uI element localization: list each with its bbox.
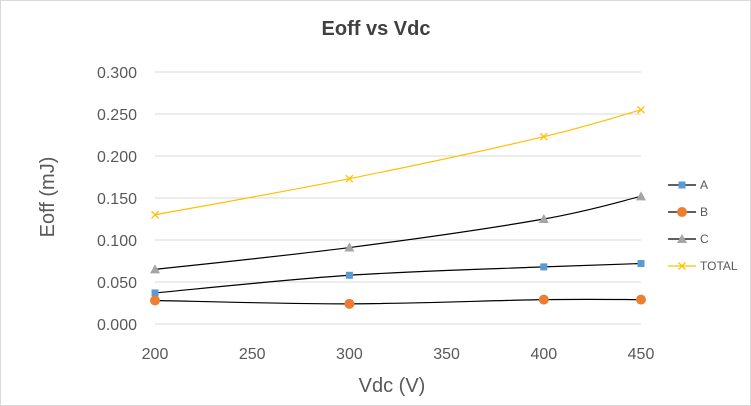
legend-item: TOTAL: [668, 259, 738, 273]
data-point: [539, 132, 548, 141]
y-tick-label: 0.000: [97, 317, 137, 334]
grid-lines: [155, 71, 641, 325]
y-tick-label: 0.300: [97, 65, 137, 82]
data-point: [150, 264, 160, 274]
legend-item: C: [668, 232, 709, 246]
x-tick-label: 400: [530, 346, 557, 363]
legend-label: C: [700, 232, 709, 246]
series-group: [150, 105, 646, 309]
y-tick-label: 0.150: [97, 191, 137, 208]
chart-title: Eoff vs Vdc: [322, 18, 431, 40]
x-tick-label: 450: [628, 346, 655, 363]
x-tick-label: 200: [142, 346, 169, 363]
legend: ABC TOTAL: [668, 178, 738, 273]
legend-marker: [678, 262, 686, 270]
legend-marker: [677, 207, 687, 217]
y-axis-label: Eoff (mJ): [37, 157, 59, 238]
series-line: [154, 195, 642, 270]
data-point: [538, 294, 549, 305]
legend-marker: [678, 181, 686, 189]
data-point: [345, 271, 353, 279]
legend-label: B: [700, 205, 708, 219]
series-total: [151, 105, 645, 219]
series-c: [150, 191, 646, 274]
data-point: [344, 298, 355, 309]
data-point: [637, 105, 645, 114]
data-point: [636, 191, 646, 201]
data-point: [344, 242, 355, 252]
y-tick-label: 0.050: [97, 275, 137, 292]
x-tick-label: 250: [239, 346, 266, 363]
y-tick-label: 0.250: [97, 107, 137, 124]
y-axis-ticks: 0.000 0.050 0.100 0.150 0.200 0.250 0.300: [97, 65, 137, 334]
data-point: [151, 289, 159, 297]
series-line: [154, 298, 642, 305]
series-line: [154, 109, 642, 216]
x-tick-label: 350: [433, 346, 460, 363]
series-line: [154, 262, 642, 294]
legend-item: B: [668, 205, 708, 219]
data-point: [345, 174, 354, 183]
data-point: [150, 295, 160, 306]
legend-label: A: [700, 178, 708, 192]
legend-label: TOTAL: [700, 259, 738, 273]
data-point: [637, 260, 645, 268]
series-b: [150, 294, 646, 309]
legend-marker: [677, 234, 687, 243]
data-point: [151, 210, 159, 219]
series-a: [151, 260, 645, 297]
x-tick-label: 300: [336, 346, 363, 363]
y-tick-label: 0.100: [97, 233, 137, 250]
x-axis-ticks: 200 250 300 350 400 450: [142, 346, 655, 363]
data-point: [636, 294, 646, 305]
x-axis-label: Vdc (V): [359, 375, 426, 397]
data-point: [540, 263, 548, 271]
y-tick-label: 0.200: [97, 149, 137, 166]
legend-item: A: [668, 178, 708, 192]
data-point: [538, 214, 549, 223]
